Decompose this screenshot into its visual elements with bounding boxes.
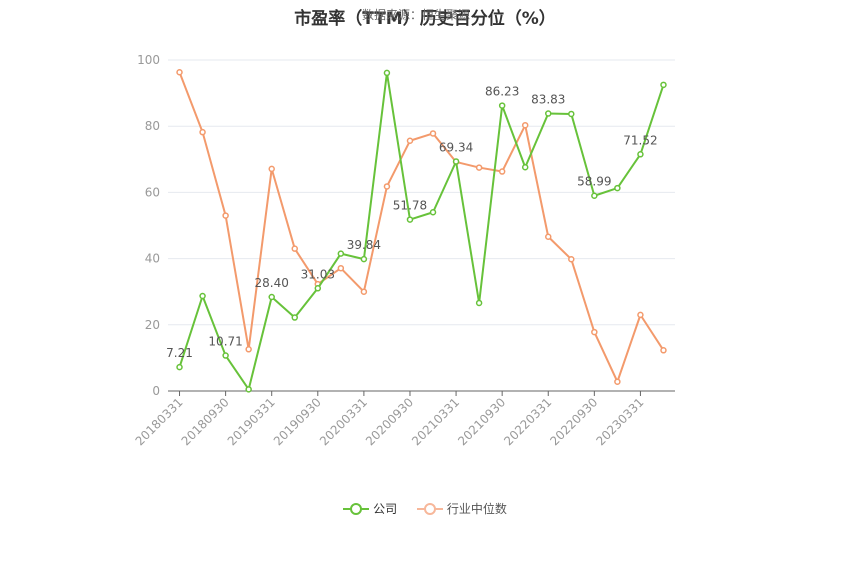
data-point-industry [176,68,183,76]
data-point-company [222,352,229,359]
legend-industry-label: 行业中位数 [446,502,507,516]
data-point-company [429,209,437,216]
x-tick-label: 20220331 [501,395,554,448]
y-tick-label: 20 [145,318,160,332]
x-tick-label: 20230331 [593,395,646,448]
x-tick-label: 20190930 [271,395,324,448]
x-tick-label: 20190331 [225,395,278,448]
data-label: 51.78 [393,199,427,213]
series-line-company [178,71,665,391]
chart-title: 市盈率（TTM）历史百分位（%） [294,9,556,29]
data-point-company [199,292,206,300]
y-tick-label: 100 [137,53,160,67]
y-tick-label: 80 [145,119,160,133]
data-point-company [314,285,322,292]
data-point-company [406,216,414,223]
data-point-industry [475,164,483,171]
data-label: 7.21 [166,346,193,360]
legend-item-industry[interactable]: 行业中位数 [416,500,507,517]
data-point-industry [360,288,368,295]
data-point-company [637,151,644,158]
watermark-text: 数据来源：恒生聚源 [362,8,471,22]
data-label: 28.40 [255,276,289,290]
data-point-industry [521,121,529,129]
data-point-industry [291,245,298,252]
data-point-company [660,81,667,89]
x-tick-label: 20210930 [455,395,508,448]
data-point-company [268,293,275,301]
data-point-industry [591,328,598,336]
data-label: 86.23 [485,85,519,99]
legend-company-label: 公司 [373,502,398,516]
data-label: 10.71 [208,335,242,349]
legend-item-company[interactable]: 公司 [343,500,397,517]
data-point-company [245,386,252,393]
data-point-industry [383,183,391,190]
data-point-industry [614,378,621,385]
y-tick-label: 0 [152,384,160,398]
legend: 公司 行业中位数 [0,500,850,519]
data-label: 58.99 [577,175,611,189]
data-point-company [498,102,506,109]
legend-industry-marker [416,502,443,515]
data-point-industry [660,347,667,354]
x-tick-label: 20200331 [317,395,370,448]
data-point-industry [498,168,506,175]
y-tick-label: 60 [145,185,160,199]
data-labels: 7.21 10.71 28.40 31.03 39.84 51.78 69.34 86.23 8… [166,85,657,361]
data-point-company [452,158,460,165]
data-label: 31.03 [301,267,335,281]
data-point-company [545,110,552,117]
data-point-industry [268,165,275,173]
data-point-industry [545,233,552,241]
data-point-company [176,363,183,371]
data-point-company [568,110,575,118]
data-point-company [383,69,391,77]
axes: 0 20 40 60 80 100 2018033120180930201903312019… [133,53,675,448]
x-tick-label: 20210331 [409,395,462,448]
data-point-company [475,299,483,307]
data-point-industry [429,130,437,137]
data-point-company [337,250,345,257]
data-point-company [591,192,598,199]
data-point-industry [199,128,206,136]
x-tick-label: 20180930 [179,395,232,448]
series-lines [176,68,667,393]
data-point-company [614,184,621,192]
data-point-industry [245,346,252,353]
data-label: 69.34 [439,140,473,154]
data-label: 71.52 [623,133,657,147]
data-point-company [521,163,529,171]
grid-lines [168,59,675,326]
y-tick-label: 40 [145,252,160,266]
data-point-company [360,255,368,263]
x-tick-label: 20180331 [133,395,186,448]
data-label: 83.83 [531,93,565,107]
data-point-industry [406,137,414,145]
data-point-industry [637,311,644,319]
data-point-industry [337,264,345,272]
data-point-industry [568,256,575,263]
data-label: 39.84 [347,238,381,252]
data-point-industry [222,212,229,219]
legend-company-marker [343,502,370,515]
x-tick-label: 20220930 [547,395,600,448]
data-point-company [291,314,298,321]
series-line-industry [178,71,665,383]
x-tick-label: 20200930 [363,395,416,448]
